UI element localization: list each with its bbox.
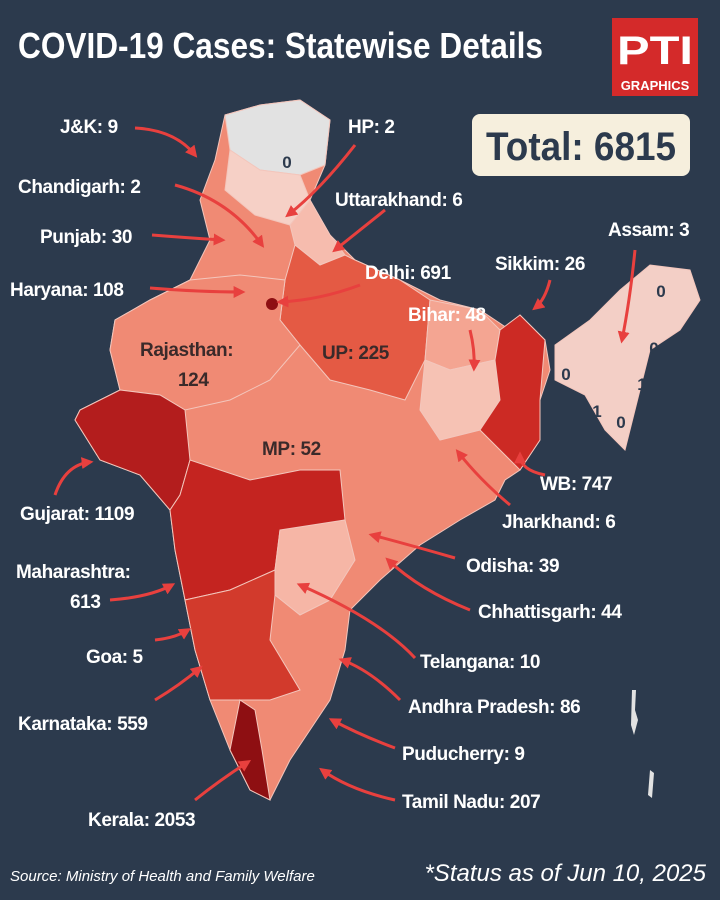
kerala — [229, 699, 271, 801]
labels: J&K: 9 HP: 2 Chandigarh: 2 Uttarakhand: … — [10, 117, 690, 831]
state-label: WB: 747 — [540, 474, 612, 495]
state-label: 124 — [178, 370, 209, 391]
logo-box — [612, 18, 698, 96]
state-label: Chhattisgarh: 44 — [478, 602, 622, 623]
karnataka — [184, 569, 301, 701]
state-label: Tamil Nadu: 207 — [402, 792, 540, 813]
map-values: 0 0 0 0 1 1 0 — [282, 153, 665, 432]
wb — [479, 314, 546, 471]
map-value: 0 — [616, 413, 625, 432]
state-label: Bihar: 48 — [408, 305, 486, 326]
delhi — [266, 298, 278, 310]
state-label: Andhra Pradesh: 86 — [408, 697, 580, 718]
map-value: 1 — [592, 402, 601, 421]
state-label: Punjab: 30 — [40, 227, 132, 248]
logo: PTI GRAPHICS — [612, 18, 698, 96]
state-label: J&K: 9 — [60, 117, 118, 138]
islands — [631, 690, 654, 798]
total: Total: 6815 — [486, 125, 676, 169]
state-label: Telangana: 10 — [420, 652, 540, 673]
state-label: Chandigarh: 2 — [18, 177, 141, 198]
state-label: UP: 225 — [322, 343, 390, 364]
state-label: MP: 52 — [262, 439, 321, 460]
map-value: 0 — [561, 365, 570, 384]
northeast — [554, 264, 701, 451]
state-label: Odisha: 39 — [466, 556, 559, 577]
state-label: Haryana: 108 — [10, 280, 124, 301]
map-value: 0 — [282, 153, 291, 172]
map — [74, 99, 701, 801]
state-label: Kerala: 2053 — [88, 810, 195, 831]
state-label: Jharkhand: 6 — [502, 512, 615, 533]
state-label: Karnataka: 559 — [18, 714, 148, 735]
state-label: Assam: 3 — [608, 220, 689, 241]
state-label: Puducherry: 9 — [402, 744, 525, 765]
logo-text: GRAPHICS — [621, 78, 690, 93]
arrows — [53, 126, 637, 802]
state-label: 613 — [70, 592, 101, 613]
state-label: Gujarat: 1109 — [20, 504, 134, 525]
title: COVID-19 Cases: Statewise Details — [18, 25, 543, 66]
state-label: Maharashtra: — [16, 562, 131, 583]
map-value: 1 — [637, 375, 646, 394]
state-label: Sikkim: 26 — [495, 254, 585, 275]
logo-mark: PTI — [617, 29, 693, 73]
source: Source: Ministry of Health and Family We… — [10, 868, 315, 885]
total-box — [472, 114, 690, 176]
state-label: Uttarakhand: 6 — [335, 190, 462, 211]
map-value: 0 — [656, 282, 665, 301]
gujarat — [74, 389, 191, 511]
state-label: Goa: 5 — [86, 647, 144, 668]
state-label: Delhi: 691 — [365, 263, 452, 284]
map-value: 0 — [649, 339, 658, 358]
state-label: HP: 2 — [348, 117, 395, 138]
state-label: Rajasthan: — [140, 340, 233, 361]
status: *Status as of Jun 10, 2025 — [424, 860, 706, 887]
